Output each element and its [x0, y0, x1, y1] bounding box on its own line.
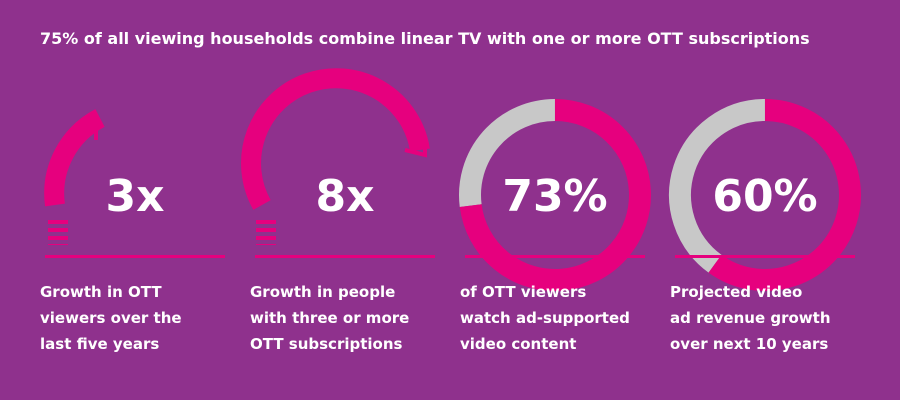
caption-line: over next 10 years [670, 335, 828, 353]
title: 75% of all viewing households combine li… [40, 29, 810, 48]
caption-line: video content [460, 335, 576, 353]
caption-line: viewers over the [40, 309, 182, 327]
stat-label: 8x [316, 171, 375, 222]
caption-line: Growth in OTT [40, 283, 162, 301]
underline [675, 255, 855, 258]
caption-line: Growth in people [250, 283, 395, 301]
caption-line: last five years [40, 335, 159, 353]
stat-label: 60% [712, 171, 817, 222]
decor-arc-1 [44, 109, 105, 245]
caption-line: watch ad-supported [460, 309, 630, 327]
decor-arc-2 [241, 68, 430, 245]
stat-label: 3x [106, 171, 165, 222]
caption-line: Projected video [670, 283, 802, 301]
caption-line: of OTT viewers [460, 283, 586, 301]
donut-rest [669, 99, 766, 273]
caption-line: with three or more [250, 309, 409, 327]
caption-line: OTT subscriptions [250, 335, 403, 353]
donut-rest [459, 99, 556, 208]
stat-label: 73% [502, 171, 607, 222]
underline [45, 255, 225, 258]
caption-line: ad revenue growth [670, 309, 831, 327]
underline [465, 255, 645, 258]
donut-value [708, 99, 861, 291]
underline [255, 255, 435, 258]
